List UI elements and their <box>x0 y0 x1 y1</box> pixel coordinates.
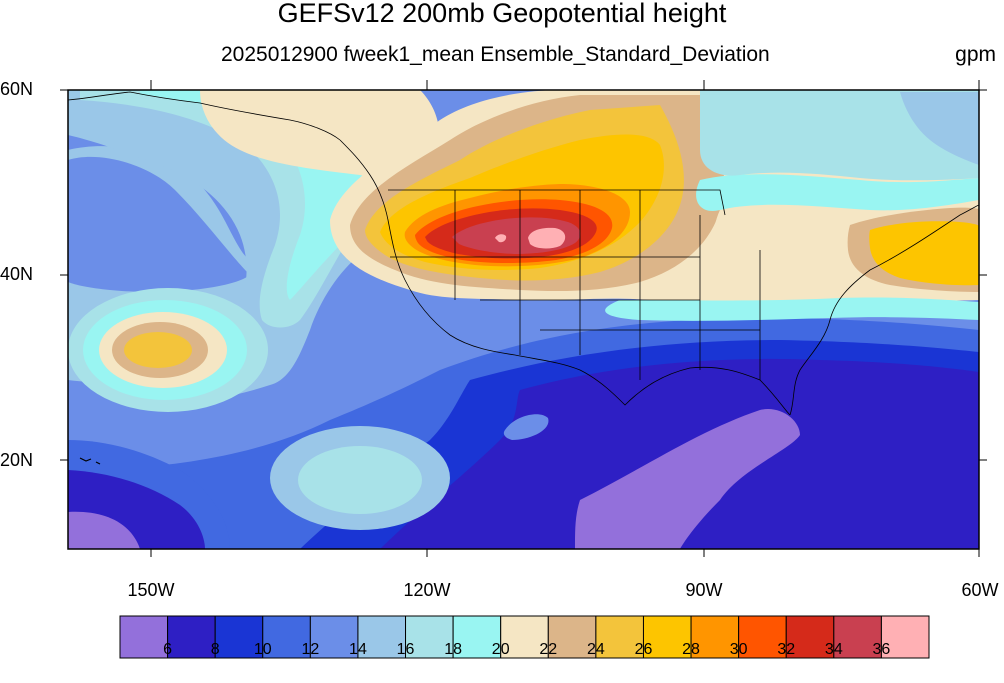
colorbar-tick-label: 6 <box>163 641 173 658</box>
colorbar-swatch <box>690 615 740 659</box>
colorbar-tick-label: 12 <box>301 641 320 658</box>
colorbar-tick-label: 14 <box>349 641 367 658</box>
colorbar-tick-label: 28 <box>682 641 700 658</box>
lon-label-60w: 60W <box>961 580 999 600</box>
colorbar-swatch <box>309 615 359 659</box>
lon-label-150w: 150W <box>127 580 175 600</box>
contour-fill-layer <box>68 90 979 549</box>
map-ticks <box>60 80 987 557</box>
colorbar-swatch <box>880 615 930 659</box>
colorbar-tick-label: 34 <box>824 641 843 658</box>
colorbar-tick-label: 32 <box>777 641 796 658</box>
map-frame <box>67 89 980 550</box>
lat-label-20n: 20N <box>0 450 34 470</box>
lat-label-40n: 40N <box>0 264 34 284</box>
map-title: GEFSv12 200mb Geopotential height <box>277 0 727 28</box>
coastline-layer <box>68 91 979 465</box>
colorbar-swatch <box>785 615 835 659</box>
lon-label-90w: 90W <box>685 580 723 600</box>
colorbar-swatch <box>547 615 597 659</box>
colorbar-tick-label: 22 <box>539 641 558 658</box>
colorbar-swatch <box>167 615 216 659</box>
colorbar-swatch <box>119 615 169 659</box>
colorbar-tick-label: 36 <box>872 641 891 658</box>
colorbar-swatch <box>595 615 644 659</box>
lon-label-120w: 120W <box>403 580 451 600</box>
colorbar-tick-label: 26 <box>634 641 653 658</box>
colorbar-tick-label: 10 <box>253 641 272 658</box>
lat-label-60n: 60N <box>0 79 34 99</box>
colorbar-swatch <box>452 615 502 659</box>
units-label: gpm <box>955 43 996 66</box>
colorbar-swatch <box>214 615 264 659</box>
colorbar-swatch <box>357 615 407 659</box>
colorbar-tick-label: 24 <box>586 641 605 658</box>
colorbar-swatch <box>738 615 787 659</box>
colorbar-tick-label: 20 <box>491 641 510 658</box>
colorbar-swatch <box>262 615 311 659</box>
colorbar-tick-label: 8 <box>210 641 220 658</box>
colorbar-tick-label: 16 <box>396 641 415 658</box>
colorbar-tick-label: 30 <box>729 641 748 658</box>
colorbar-swatch <box>833 615 882 659</box>
map-subtitle: 2025012900 fweek1_mean Ensemble_Standard… <box>221 43 770 66</box>
colorbar-swatch <box>642 615 692 659</box>
colorbar-swatch <box>500 615 549 659</box>
colorbar-tick-label: 18 <box>444 641 463 658</box>
